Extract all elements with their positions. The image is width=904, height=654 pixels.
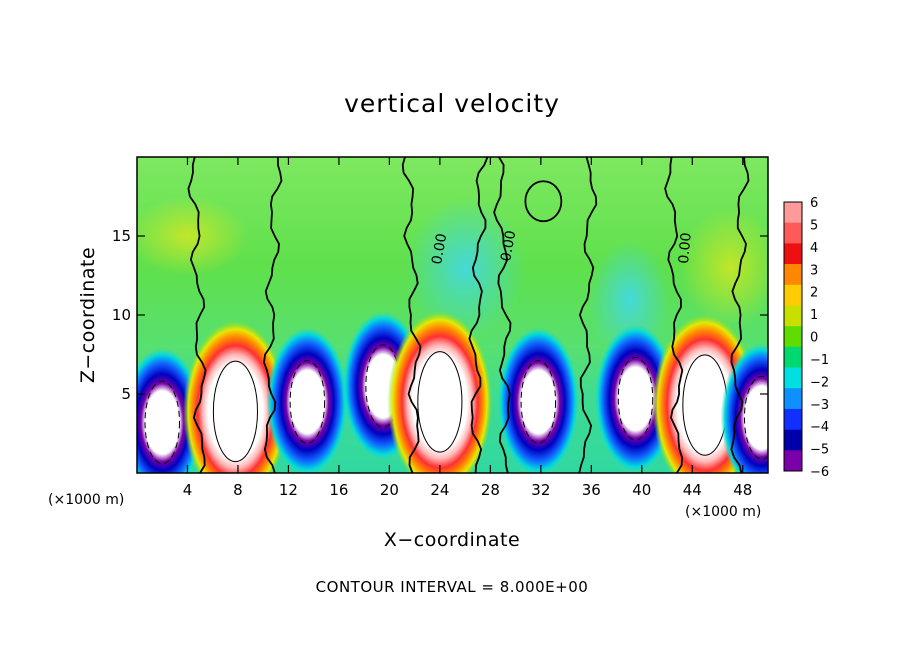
core-contour (289, 360, 326, 444)
zero-contour (730, 157, 750, 473)
x-tick-label: 4 (183, 481, 193, 499)
colorbar-swatch (784, 388, 802, 410)
x-axis-ticks: 4 8 12 16 20 24 28 32 36 40 44 48 (183, 157, 752, 499)
x-units-left: (×1000 m) (48, 492, 124, 508)
downdraft-core (266, 326, 349, 473)
zero-contour (578, 157, 598, 473)
colorbar-label: 4 (810, 241, 818, 256)
colorbar-label: 3 (810, 263, 818, 278)
y-axis-label: Z−coordinate (77, 247, 99, 383)
zero-contour (664, 157, 684, 473)
contour-interval-note: CONTOUR INTERVAL = 8.000E+00 (316, 578, 589, 596)
colorbar-label: −4 (810, 420, 829, 435)
x-tick-label: 32 (531, 481, 550, 499)
colorbar-label: −1 (810, 353, 829, 368)
weak-downdraft-region (405, 197, 526, 338)
updraft-core (387, 310, 493, 473)
x-tick-label: 44 (683, 481, 702, 499)
colorbar-label: 0 (810, 331, 818, 346)
x-tick-label: 36 (582, 481, 601, 499)
colorbar-label: −6 (810, 465, 829, 480)
core-contour (144, 380, 180, 465)
velocity-field (137, 196, 768, 473)
colorbar-swatch (784, 450, 802, 472)
x-tick-label: 40 (632, 481, 651, 499)
colorbar-swatch (784, 346, 802, 368)
updraft-core (182, 320, 288, 473)
y-tick-label: 5 (121, 385, 131, 403)
colorbar-swatch (784, 264, 802, 286)
core-contour (417, 351, 463, 453)
colorbar-swatch (784, 408, 802, 430)
weak-updraft-region (137, 196, 248, 276)
x-tick-label: 48 (733, 481, 752, 499)
colorbar-swatch (784, 305, 802, 327)
colorbar-swatch (784, 326, 802, 348)
plot-area (137, 157, 768, 473)
zero-contour (468, 157, 489, 473)
contour-label: 0.00 (498, 229, 519, 262)
colorbar-swatch (784, 202, 802, 223)
core-contour (520, 360, 557, 444)
chart-title: vertical velocity (344, 89, 560, 118)
colorbar-label: 1 (810, 308, 818, 323)
contour-label: 0.00 (429, 232, 450, 265)
x-tick-label: 20 (380, 481, 399, 499)
x-axis-label: X−coordinate (384, 529, 520, 551)
colorbar-swatch (784, 243, 802, 265)
weak-updraft-region (680, 207, 768, 328)
x-tick-label: 28 (481, 481, 500, 499)
colorbar-swatch (784, 222, 802, 244)
core-contour (743, 375, 768, 460)
x-tick-label: 24 (430, 481, 449, 499)
y-tick-label: 15 (112, 227, 131, 245)
colorbar-label: −2 (810, 375, 829, 390)
x-tick-label: 16 (329, 481, 348, 499)
downdraft-core (497, 326, 580, 473)
zero-contour (263, 157, 283, 473)
colorbar-label: 2 (810, 286, 818, 301)
y-axis-ticks: 5 10 15 (112, 227, 768, 403)
y-tick-label: 10 (112, 306, 131, 324)
colorbar: 6 5 4 3 2 1 0 −1 −2 −3 −4 −5 −6 (783, 196, 829, 480)
zero-contour-lines (187, 157, 750, 473)
colorbar-label: −5 (810, 443, 829, 458)
colorbar-label: 6 (810, 196, 818, 211)
zero-contour (493, 157, 512, 473)
core-contour (212, 360, 258, 463)
x-tick-label: 8 (233, 481, 243, 499)
zero-contour (401, 157, 422, 473)
x-units-right: (×1000 m) (685, 504, 761, 520)
colorbar-label: −3 (810, 398, 829, 413)
x-tick-label: 12 (279, 481, 298, 499)
colorbar-swatch (784, 429, 802, 451)
colorbar-label: 5 (810, 218, 818, 233)
colorbar-swatch (784, 284, 802, 306)
zero-contour (187, 157, 207, 473)
zero-contour (524, 180, 563, 223)
colorbar-swatch (784, 367, 802, 389)
colorbar-frame (783, 201, 803, 472)
contour-label: 0.00 (676, 232, 695, 264)
